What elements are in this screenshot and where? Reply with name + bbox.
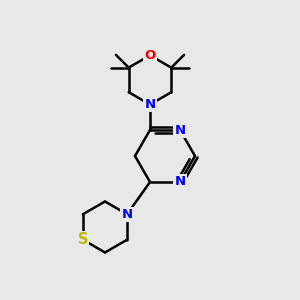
Text: N: N [144, 98, 156, 111]
Text: N: N [174, 124, 186, 136]
Text: S: S [78, 232, 88, 247]
Text: O: O [144, 49, 156, 62]
Text: N: N [174, 176, 186, 188]
Text: N: N [144, 98, 156, 111]
Text: N: N [122, 208, 133, 221]
